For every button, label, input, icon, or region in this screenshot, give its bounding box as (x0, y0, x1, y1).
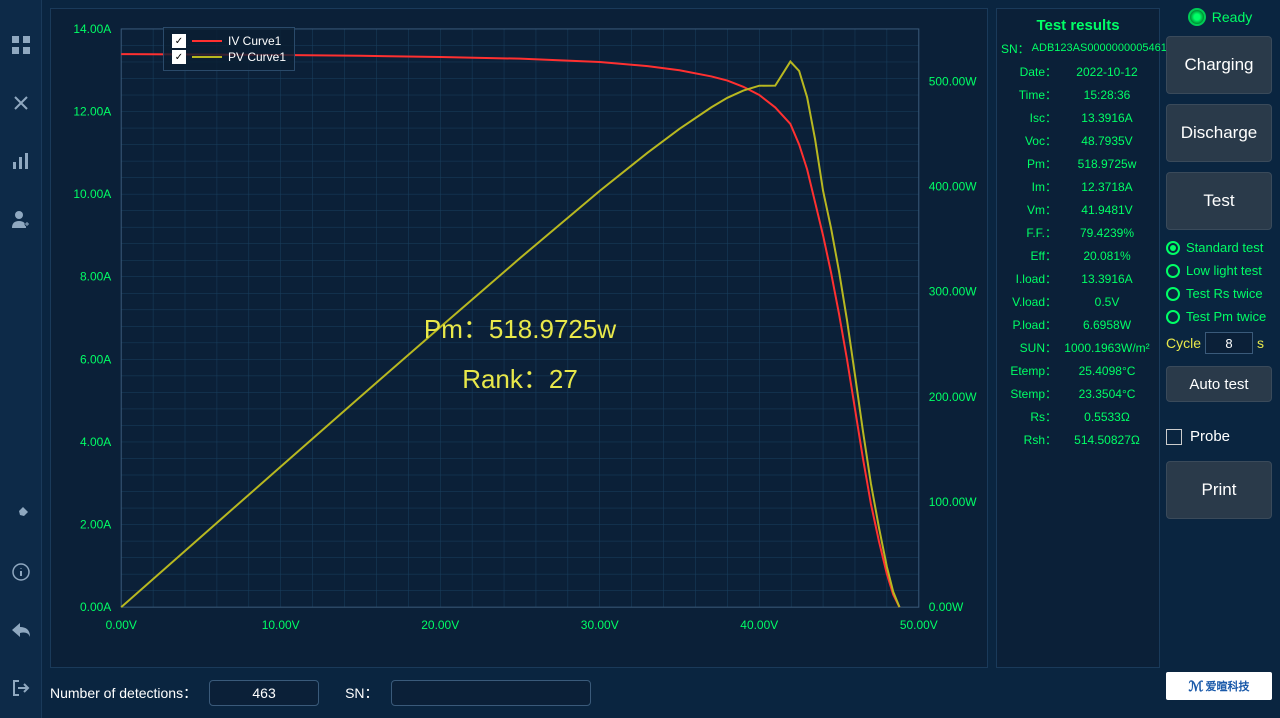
user-icon[interactable] (11, 209, 31, 229)
cycle-label: Cycle (1166, 335, 1201, 351)
legend-label: IV Curve1 (228, 34, 281, 48)
result-row: SN：ADB123AS000000000546155 (1001, 42, 1155, 56)
grid-icon[interactable] (11, 35, 31, 55)
svg-text:0.00V: 0.00V (106, 618, 137, 632)
result-row: I.load：13.3916A (1001, 272, 1155, 286)
legend-checkbox[interactable]: ✓ (172, 34, 186, 48)
result-row: Stemp：23.3504°C (1001, 387, 1155, 401)
svg-text:4.00A: 4.00A (80, 435, 111, 449)
legend-line-icon (192, 40, 222, 42)
svg-text:500.00W: 500.00W (929, 74, 978, 88)
radio-lowlight[interactable]: Low light test (1166, 263, 1274, 278)
result-row: SUN：1000.1963W/m² (1001, 341, 1155, 355)
svg-text:2.00A: 2.00A (80, 518, 111, 532)
svg-text:30.00V: 30.00V (581, 618, 619, 632)
ready-indicator-icon (1188, 8, 1206, 26)
discharge-button[interactable]: Discharge (1166, 104, 1272, 162)
result-row: Eff：20.081% (1001, 249, 1155, 263)
vendor-logo: ℳ爱暄科技 (1166, 672, 1272, 700)
legend-line-icon (192, 56, 222, 58)
result-row: F.F.：79.4239% (1001, 226, 1155, 240)
bottom-bar: Number of detections： SN： (50, 676, 1160, 710)
chart-container: 0.00V 10.00V 20.00V 30.00V 40.00V 50.00V 0.00A… (50, 8, 988, 668)
print-button[interactable]: Print (1166, 461, 1272, 519)
result-row: V.load：0.5V (1001, 295, 1155, 309)
result-row: P.load：6.6958W (1001, 318, 1155, 332)
autotest-button[interactable]: Auto test (1166, 366, 1272, 402)
bars-icon[interactable] (11, 151, 31, 171)
legend-label: PV Curve1 (228, 50, 286, 64)
test-button[interactable]: Test (1166, 172, 1272, 230)
result-row: Vm：41.9481V (1001, 203, 1155, 217)
radio-label: Low light test (1186, 263, 1262, 278)
results-title: Test results (1001, 17, 1155, 34)
svg-text:400.00W: 400.00W (929, 180, 978, 194)
detections-label: Number of detections： (50, 683, 197, 703)
overlay-pm: Pm：518.9725w (51, 309, 989, 346)
cycle-input[interactable] (1205, 332, 1253, 354)
result-row: Im：12.3718A (1001, 180, 1155, 194)
test-mode-radio-group: Standard test Low light test Test Rs twice… (1166, 240, 1274, 324)
svg-text:14.00A: 14.00A (73, 22, 111, 36)
sn-input[interactable] (391, 680, 591, 706)
result-row: Rs：0.5533Ω (1001, 410, 1155, 424)
tools-icon[interactable] (11, 93, 31, 113)
exit-icon[interactable] (11, 678, 31, 698)
ready-label: Ready (1212, 9, 1252, 25)
svg-text:0.00W: 0.00W (929, 600, 964, 614)
radio-icon[interactable] (1166, 287, 1180, 301)
legend-checkbox[interactable]: ✓ (172, 50, 186, 64)
radio-label: Standard test (1186, 240, 1263, 255)
svg-text:8.00A: 8.00A (80, 270, 111, 284)
legend-item[interactable]: ✓ PV Curve1 (172, 50, 286, 64)
svg-text:10.00V: 10.00V (262, 618, 300, 632)
overlay-rank: Rank：27 (51, 359, 989, 396)
pin-icon[interactable] (11, 504, 31, 524)
legend-item[interactable]: ✓ IV Curve1 (172, 34, 286, 48)
radio-icon[interactable] (1166, 241, 1180, 255)
svg-text:50.00V: 50.00V (900, 618, 938, 632)
result-row: Rsh：514.50827Ω (1001, 433, 1155, 447)
svg-text:10.00A: 10.00A (73, 187, 111, 201)
radio-icon[interactable] (1166, 264, 1180, 278)
result-row: Date：2022-10-12 (1001, 65, 1155, 79)
probe-checkbox-row[interactable]: Probe (1166, 428, 1274, 445)
svg-text:0.00A: 0.00A (80, 600, 111, 614)
svg-text:12.00A: 12.00A (73, 105, 111, 119)
back-icon[interactable] (11, 620, 31, 640)
result-row: Isc：13.3916A (1001, 111, 1155, 125)
detections-input[interactable] (209, 680, 319, 706)
radio-rs[interactable]: Test Rs twice (1166, 286, 1274, 301)
result-row: Voc：48.7935V (1001, 134, 1155, 148)
radio-label: Test Pm twice (1186, 309, 1266, 324)
info-icon[interactable] (11, 562, 31, 582)
svg-text:300.00W: 300.00W (929, 285, 978, 299)
svg-text:40.00V: 40.00V (740, 618, 778, 632)
cycle-unit: s (1257, 335, 1264, 351)
probe-checkbox[interactable] (1166, 429, 1182, 445)
result-row: Pm：518.9725w (1001, 157, 1155, 171)
result-row: Etemp：25.4098°C (1001, 364, 1155, 378)
svg-text:20.00V: 20.00V (421, 618, 459, 632)
radio-icon[interactable] (1166, 310, 1180, 324)
radio-pm[interactable]: Test Pm twice (1166, 309, 1274, 324)
radio-label: Test Rs twice (1186, 286, 1263, 301)
svg-text:100.00W: 100.00W (929, 495, 978, 509)
sidebar (0, 0, 42, 718)
sn-label: SN： (345, 683, 378, 703)
control-panel: Ready Charging Discharge Test Standard t… (1166, 8, 1274, 710)
chart-legend: ✓ IV Curve1 ✓ PV Curve1 (163, 27, 295, 71)
radio-standard[interactable]: Standard test (1166, 240, 1274, 255)
cycle-row: Cycle s (1166, 332, 1274, 354)
results-panel: Test results SN：ADB123AS000000000546155 D… (996, 8, 1160, 668)
probe-label: Probe (1190, 428, 1230, 445)
charging-button[interactable]: Charging (1166, 36, 1272, 94)
result-row: Time：15:28:36 (1001, 88, 1155, 102)
ready-status: Ready (1166, 8, 1274, 26)
